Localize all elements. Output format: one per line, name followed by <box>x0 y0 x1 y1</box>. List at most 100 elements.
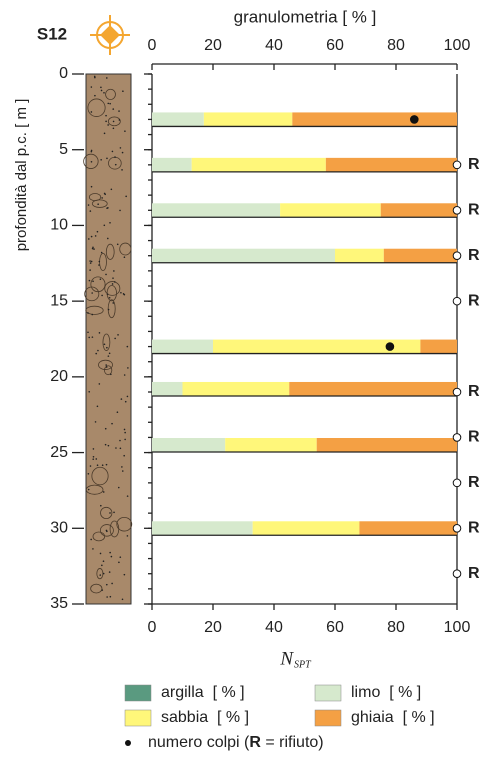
grain <box>94 76 96 79</box>
legend-swatch <box>124 709 152 727</box>
grain <box>114 156 116 158</box>
grain <box>105 583 108 586</box>
x-tick-label: 100 <box>444 619 471 636</box>
pebble <box>91 199 108 208</box>
grain <box>103 224 106 227</box>
grain <box>90 235 93 238</box>
grain <box>98 383 101 385</box>
grain <box>109 102 111 105</box>
grain <box>93 248 95 250</box>
grain <box>103 343 106 346</box>
grain <box>110 555 113 558</box>
granulometry-bar <box>383 248 457 263</box>
grain <box>118 119 121 121</box>
grain <box>119 556 122 558</box>
grain <box>101 564 103 567</box>
grain <box>102 572 105 575</box>
refusal-label: R <box>468 156 480 173</box>
grain <box>121 598 124 601</box>
grain <box>105 366 108 368</box>
y-tick-label: 30 <box>50 520 68 537</box>
granulometry-bar <box>325 157 457 172</box>
grain <box>114 337 116 340</box>
grain <box>100 89 103 92</box>
grain <box>98 264 100 266</box>
granulometry-bar <box>152 203 281 218</box>
grain <box>108 571 111 573</box>
grain <box>120 398 123 400</box>
grain <box>90 161 93 163</box>
pebble <box>105 243 115 260</box>
soil-column <box>83 73 133 605</box>
pebble <box>105 88 116 100</box>
pebble <box>104 281 121 296</box>
grain <box>107 308 110 311</box>
legend-label: ghiaia [ % ] <box>351 709 435 726</box>
grain <box>101 294 103 297</box>
grain <box>88 391 91 393</box>
grain <box>123 428 126 431</box>
grain <box>90 185 93 188</box>
legend-dot <box>125 740 131 746</box>
y-axis-label: profondità dal p.c. [ m ] <box>13 99 30 252</box>
grain <box>112 127 115 130</box>
top-tick-label: 40 <box>265 37 283 54</box>
spt-point <box>452 296 462 306</box>
pebble <box>107 116 121 127</box>
granulometry-bar <box>152 112 204 127</box>
refusal-label: R <box>468 202 480 219</box>
grain <box>108 296 111 299</box>
legend-text: R <box>249 734 261 751</box>
granulometry-bar <box>152 521 253 536</box>
grain <box>111 422 113 425</box>
spt-point <box>452 387 462 397</box>
granulometry-bar <box>335 248 384 263</box>
grain <box>98 260 101 263</box>
grain <box>92 548 94 550</box>
y-tick-label: 20 <box>50 368 68 385</box>
grain <box>105 463 108 466</box>
granulometry-bar <box>152 438 226 452</box>
grain <box>126 495 129 497</box>
grain <box>91 292 93 294</box>
grain <box>90 260 93 263</box>
grain <box>92 448 95 450</box>
grain <box>94 421 97 423</box>
grain <box>126 535 129 537</box>
grain <box>89 210 92 212</box>
grain <box>91 336 94 338</box>
pebble <box>104 365 113 376</box>
grain <box>112 302 115 304</box>
pebble <box>102 333 111 351</box>
grain <box>103 132 106 135</box>
chart-title: granulometria [ % ] <box>234 7 377 26</box>
pebble <box>91 466 109 486</box>
pebble <box>85 484 104 495</box>
pebble <box>87 98 106 117</box>
grain <box>121 169 123 171</box>
grain <box>87 204 90 206</box>
grain <box>106 346 108 349</box>
grain <box>106 530 108 533</box>
grain <box>94 94 96 97</box>
spt-point <box>452 523 462 533</box>
refusal-label: R <box>468 383 480 400</box>
top-tick-label: 0 <box>148 37 157 54</box>
refusal-label: R <box>468 565 480 582</box>
grain <box>119 447 122 450</box>
granulometry-bar <box>420 339 457 354</box>
granulometry-bar <box>380 203 457 218</box>
grain <box>87 331 89 334</box>
granulometry-bar <box>316 438 457 452</box>
grain <box>104 193 106 196</box>
grain <box>107 355 110 357</box>
grain <box>96 230 99 233</box>
grain <box>116 243 119 246</box>
x-tick-label: 80 <box>387 619 405 636</box>
grain <box>110 188 113 191</box>
grain <box>112 108 115 110</box>
pebble <box>90 583 103 594</box>
pebble <box>90 276 106 293</box>
grain <box>92 458 95 460</box>
